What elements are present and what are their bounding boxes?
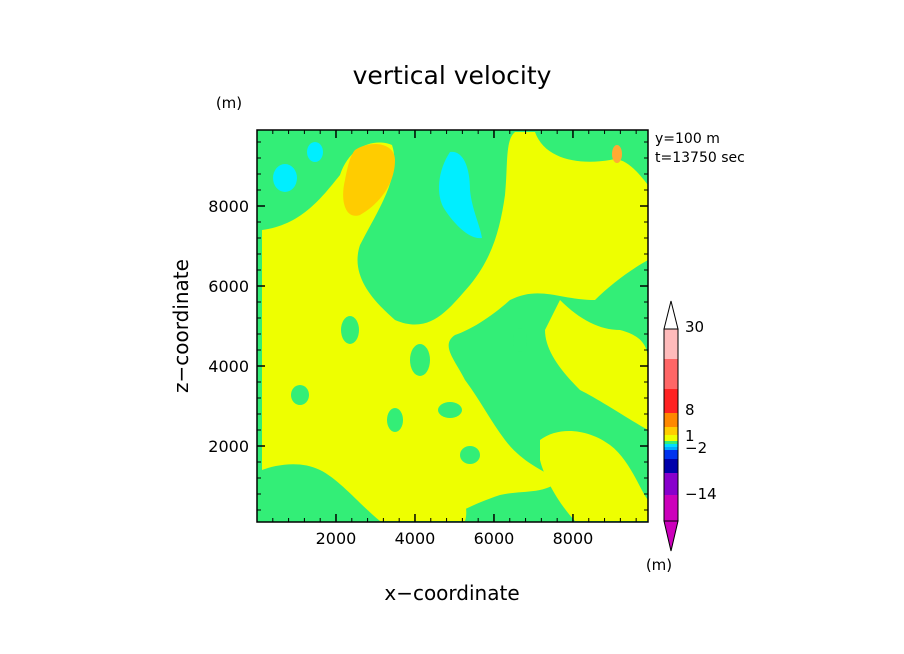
colorbar-arrow-top: [663, 300, 679, 330]
unit-label-top: (m): [216, 94, 242, 112]
colorbar: 30 8 1−2 −14: [663, 300, 717, 552]
cyan-left-small: [307, 142, 323, 162]
green-hole: [341, 316, 359, 344]
bottom-right-patch: [540, 430, 648, 521]
cyan-updraft-center: [438, 151, 482, 239]
info-t: t=13750 sec: [655, 150, 745, 166]
colorbar-segment: [664, 444, 678, 447]
colorbar-label: −2: [685, 439, 707, 457]
x-tick-label: 6000: [474, 529, 515, 548]
y-tick-label: 2000: [208, 437, 249, 456]
colorbar-segment: [664, 495, 678, 521]
colorbar-segment: [664, 473, 678, 495]
green-hole: [387, 408, 403, 432]
upper-updraft-band: [262, 132, 648, 521]
colorbar-segment: [664, 441, 678, 444]
y-ticks: 2000 4000 6000 8000: [208, 197, 648, 456]
green-hole: [291, 385, 309, 405]
y-tick-label: 6000: [208, 277, 249, 296]
left-lower-patch: [262, 330, 310, 453]
cyan-regions: [273, 142, 482, 239]
x-ticks: 2000 4000 6000 8000: [316, 130, 594, 548]
colorbar-label: 8: [685, 401, 695, 419]
orange-core: [343, 144, 395, 216]
y-axis-label: z−coordinate: [169, 259, 193, 393]
colorbar-segment: [664, 359, 678, 389]
x-tick-label: 2000: [316, 529, 357, 548]
right-edge-band: [545, 300, 648, 430]
colorbar-segment: [664, 413, 678, 427]
colorbar-frame: [663, 328, 679, 522]
colorbar-segment: [664, 459, 678, 473]
negative-holes: [291, 316, 527, 464]
green-hole: [410, 344, 430, 376]
colorbar-segment: [664, 450, 678, 459]
colorbar-segment: [664, 435, 678, 441]
cyan-left-top: [273, 164, 297, 192]
colorbar-segment: [664, 389, 678, 413]
chart-title: vertical velocity: [353, 61, 552, 90]
green-hole: [438, 402, 462, 418]
unit-label-bottom: (m): [646, 556, 672, 574]
info-y: y=100 m: [655, 131, 720, 147]
plot-frame: [256, 129, 649, 523]
bottom-center-patch: [379, 460, 467, 521]
x-axis-label: x−coordinate: [384, 581, 519, 605]
x-tick-label: 8000: [553, 529, 594, 548]
colorbar-arrow-bottom: [663, 520, 679, 552]
y-tick-label: 4000: [208, 357, 249, 376]
colorbar-segment: [664, 427, 678, 435]
positive-region: [262, 132, 648, 521]
minor-ticks: [257, 130, 648, 522]
colorbar-label: 1: [685, 427, 695, 445]
green-hole: [513, 328, 527, 352]
orange-small: [612, 145, 622, 163]
colorbar-segment: [664, 447, 678, 450]
colorbar-segment: [664, 329, 678, 359]
orange-regions: [343, 144, 622, 216]
y-tick-label: 8000: [208, 197, 249, 216]
green-hole: [460, 446, 480, 464]
contour-field: [257, 130, 648, 522]
colorbar-label: 30: [685, 318, 704, 336]
colorbar-label: −14: [685, 485, 717, 503]
x-tick-label: 4000: [395, 529, 436, 548]
